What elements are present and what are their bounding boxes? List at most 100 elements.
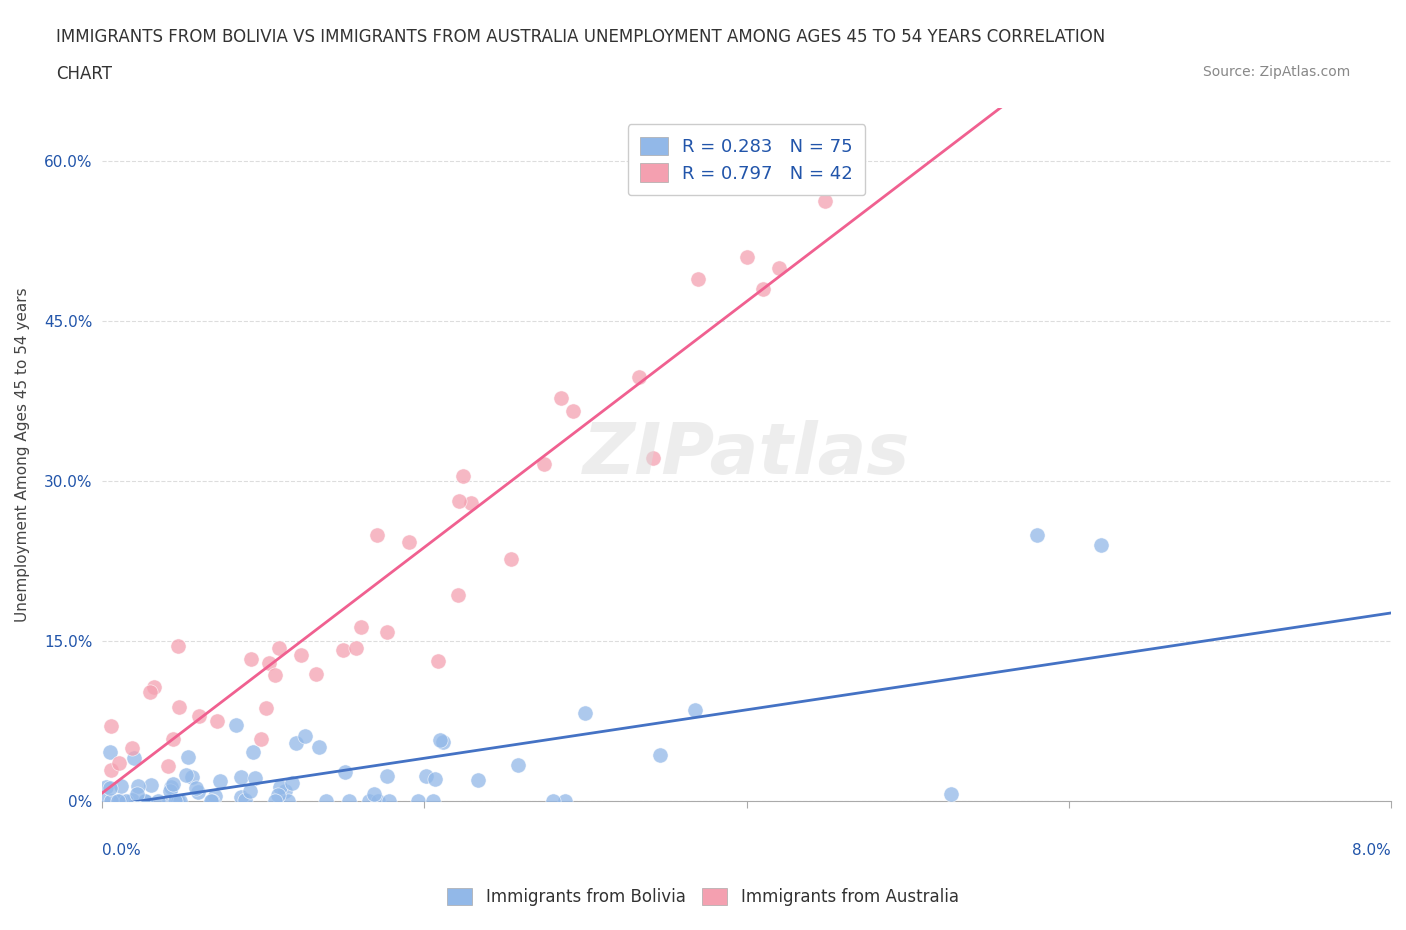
Point	[134, 794, 156, 809]
Point	[366, 527, 388, 542]
Point	[110, 794, 132, 809]
Point	[138, 684, 160, 699]
Point	[160, 779, 183, 794]
Point	[735, 250, 758, 265]
Point	[96, 779, 118, 794]
Point	[398, 535, 420, 550]
Text: Source: ZipAtlas.com: Source: ZipAtlas.com	[1202, 65, 1350, 79]
Point	[447, 494, 470, 509]
Point	[187, 784, 209, 799]
Point	[181, 769, 204, 784]
Point	[267, 788, 290, 803]
Point	[308, 739, 330, 754]
Point	[98, 745, 121, 760]
Point	[332, 643, 354, 658]
Legend: R = 0.283   N = 75, R = 0.797   N = 42: R = 0.283 N = 75, R = 0.797 N = 42	[627, 124, 865, 195]
Text: ZIPatlas: ZIPatlas	[583, 420, 910, 489]
Point	[294, 728, 316, 743]
Point	[121, 740, 143, 755]
Point	[274, 784, 297, 799]
Point	[290, 647, 312, 662]
Point	[554, 794, 576, 809]
Point	[146, 794, 169, 809]
Point	[467, 772, 489, 787]
Point	[315, 794, 337, 809]
Point	[499, 551, 522, 566]
Point	[143, 679, 166, 694]
Point	[233, 793, 256, 808]
Point	[377, 768, 399, 783]
Point	[263, 794, 285, 809]
Point	[460, 496, 482, 511]
Point	[204, 789, 226, 804]
Point	[375, 625, 398, 640]
Point	[125, 787, 148, 802]
Y-axis label: Unemployment Among Ages 45 to 54 years: Unemployment Among Ages 45 to 54 years	[15, 287, 30, 622]
Text: IMMIGRANTS FROM BOLIVIA VS IMMIGRANTS FROM AUSTRALIA UNEMPLOYMENT AMONG AGES 45 : IMMIGRANTS FROM BOLIVIA VS IMMIGRANTS FR…	[56, 28, 1105, 46]
Point	[242, 745, 264, 760]
Point	[167, 794, 190, 809]
Point	[814, 193, 837, 208]
Point	[127, 778, 149, 793]
Point	[157, 759, 180, 774]
Point	[367, 794, 389, 809]
Point	[108, 755, 131, 770]
Point	[269, 780, 291, 795]
Point	[427, 654, 450, 669]
Point	[643, 451, 665, 466]
Point	[267, 641, 290, 656]
Point	[159, 783, 181, 798]
Point	[683, 703, 706, 718]
Point	[541, 794, 564, 809]
Text: CHART: CHART	[56, 65, 112, 83]
Point	[166, 639, 188, 654]
Point	[359, 794, 381, 809]
Point	[134, 794, 156, 809]
Point	[650, 748, 672, 763]
Point	[121, 792, 143, 807]
Point	[107, 794, 129, 809]
Point	[574, 706, 596, 721]
Point	[408, 794, 430, 809]
Point	[174, 767, 197, 782]
Point	[305, 667, 328, 682]
Point	[245, 771, 267, 786]
Point	[550, 391, 572, 405]
Point	[157, 794, 180, 809]
Point	[285, 735, 308, 750]
Legend: Immigrants from Bolivia, Immigrants from Australia: Immigrants from Bolivia, Immigrants from…	[440, 881, 966, 912]
Text: 0.0%: 0.0%	[103, 843, 141, 857]
Point	[201, 794, 224, 809]
Point	[941, 787, 963, 802]
Point	[422, 794, 444, 809]
Point	[176, 750, 198, 764]
Point	[184, 780, 207, 795]
Point	[378, 794, 401, 809]
Point	[108, 794, 131, 809]
Point	[277, 794, 299, 809]
Point	[363, 787, 385, 802]
Point	[263, 667, 285, 682]
Point	[281, 776, 304, 790]
Point	[205, 714, 228, 729]
Point	[91, 794, 114, 809]
Point	[167, 699, 190, 714]
Point	[508, 757, 530, 772]
Point	[257, 656, 280, 671]
Point	[432, 735, 454, 750]
Text: 8.0%: 8.0%	[1353, 843, 1391, 857]
Point	[187, 709, 209, 724]
Point	[165, 794, 187, 809]
Point	[627, 370, 650, 385]
Point	[562, 404, 585, 418]
Point	[200, 794, 222, 809]
Point	[451, 469, 474, 484]
Point	[141, 777, 163, 792]
Point	[231, 770, 253, 785]
Point	[446, 588, 468, 603]
Point	[1090, 538, 1112, 552]
Point	[344, 641, 367, 656]
Point	[225, 718, 247, 733]
Point	[415, 768, 437, 783]
Point	[98, 780, 121, 795]
